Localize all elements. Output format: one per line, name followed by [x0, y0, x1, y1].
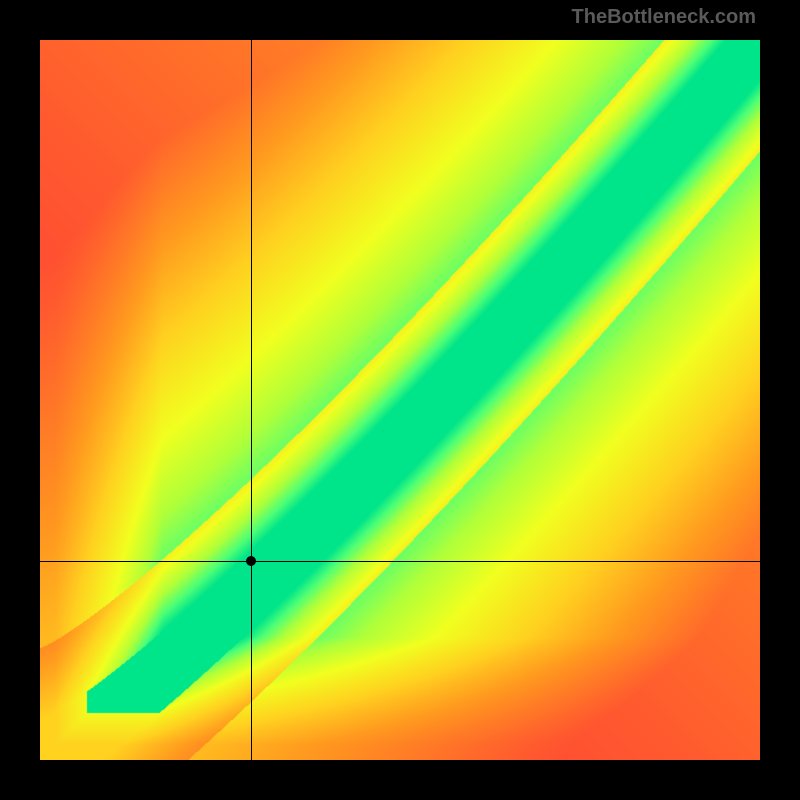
heatmap-plot: [40, 40, 760, 760]
crosshair-vertical: [251, 40, 252, 760]
heatmap-canvas: [40, 40, 760, 760]
crosshair-horizontal: [40, 561, 760, 562]
watermark: TheBottleneck.com: [572, 6, 756, 29]
marker-point: [246, 556, 256, 566]
